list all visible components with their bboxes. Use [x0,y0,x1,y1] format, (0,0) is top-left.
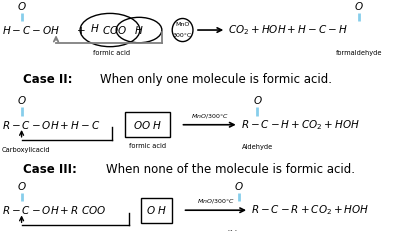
Text: Ketone: Ketone [227,230,250,231]
Text: Aldehyde: Aldehyde [242,144,273,150]
Text: $O$ $H$: $O$ $H$ [146,204,167,216]
Text: O: O [17,182,26,192]
Text: When none of the molecule is formic acid.: When none of the molecule is formic acid… [106,163,355,176]
Text: $H$: $H$ [90,22,99,34]
Text: $R-C-H+CO_2+HOH$: $R-C-H+CO_2+HOH$ [241,118,360,132]
Text: formic acid: formic acid [129,143,166,149]
Text: $R-C-OH+R$ $COO$: $R-C-OH+R$ $COO$ [2,204,106,216]
Text: 300°C: 300°C [173,33,192,38]
Text: O: O [234,182,243,192]
Text: formaldehyde: formaldehyde [336,50,382,56]
Text: O: O [17,2,26,12]
Text: formic acid: formic acid [93,50,131,56]
Text: Case II:: Case II: [23,73,72,86]
Text: $R-C-OH+H-C$: $R-C-OH+H-C$ [2,119,100,131]
Text: $H$: $H$ [134,24,144,36]
Text: MnO: MnO [176,22,190,27]
Text: $MnO/300°C$: $MnO/300°C$ [190,112,229,119]
Text: $H-C-OH$: $H-C-OH$ [2,24,60,36]
Text: Carboxylicacid: Carboxylicacid [2,147,51,153]
Text: $OO$ $H$: $OO$ $H$ [133,119,162,131]
Text: $MnO/300°C$: $MnO/300°C$ [197,197,235,205]
Text: O: O [253,96,261,106]
Text: $R-C-R+CO_2+HOH$: $R-C-R+CO_2+HOH$ [251,203,369,217]
Text: $CO_2+HOH+H-C-H$: $CO_2+HOH+H-C-H$ [228,23,348,37]
Text: $COO$: $COO$ [102,24,127,36]
Text: O: O [17,96,26,106]
Text: Case III:: Case III: [23,163,77,176]
Text: O: O [355,2,363,12]
Text: When only one molecule is formic acid.: When only one molecule is formic acid. [100,73,332,86]
Text: $+$: $+$ [76,24,86,36]
